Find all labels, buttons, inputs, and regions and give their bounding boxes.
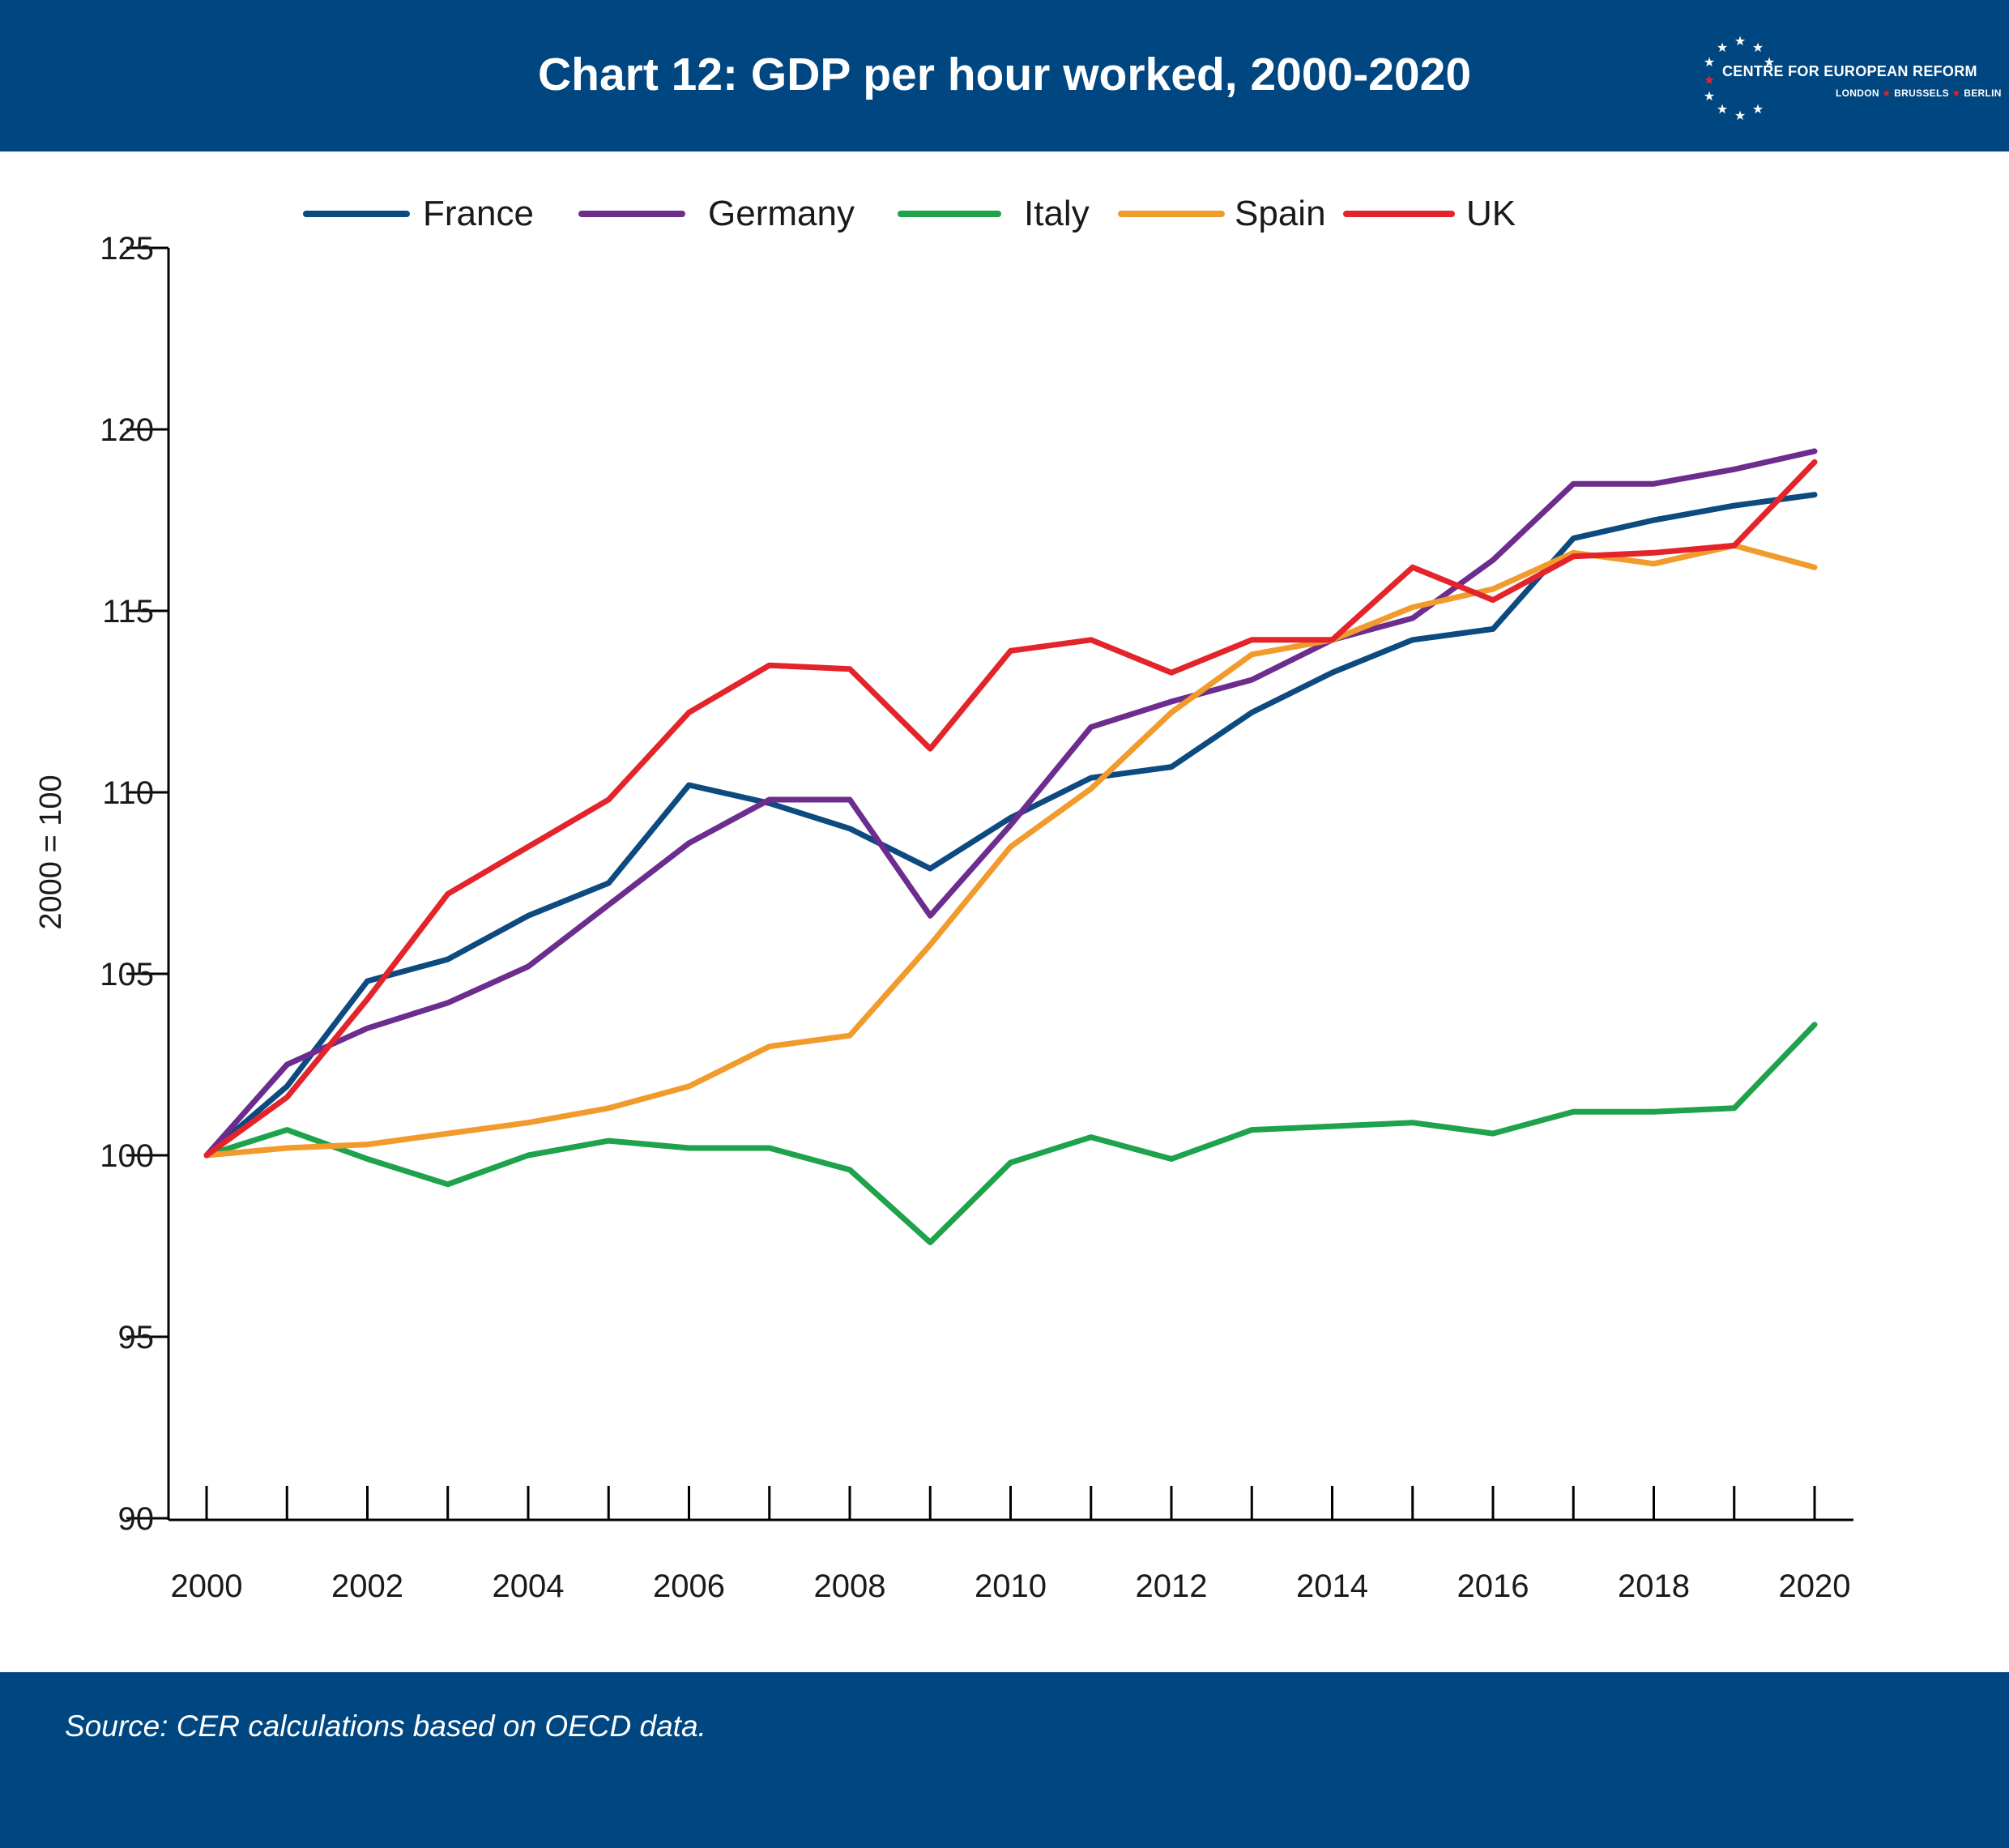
logo-city-berlin: BERLIN [1964,87,2002,99]
svg-text:★: ★ [1717,40,1728,55]
x-tick-label: 2014 [1296,1568,1368,1604]
x-tick-label: 2006 [653,1568,725,1604]
line-chart: 90 95 100 105 110 115 120 125 2000 2002 2004 2006 20… [34,194,1853,1604]
y-axis-label: 2000 = 100 [34,775,68,929]
x-tick-label: 2002 [331,1568,403,1604]
source-note: Source: CER calculations based on OECD d… [65,1709,706,1743]
svg-text:★: ★ [1704,88,1715,104]
x-tick-label: 2004 [493,1568,565,1604]
logo-cities: LONDON ★ BRUSSELS ★ BERLIN [1836,87,2002,99]
svg-text:★: ★ [1752,40,1764,55]
y-tick-label: 120 [100,412,154,448]
y-tick-label: 105 [100,957,154,992]
y-tick-label: 110 [102,775,154,811]
eu-stars-icon: ★ ★ ★ ★ ★ ★ ★ ★ ★ ★ [1704,33,1775,123]
svg-text:★: ★ [1734,33,1746,49]
svg-text:★: ★ [1704,72,1715,87]
svg-text:★: ★ [1704,54,1715,70]
x-tick-label: 2010 [975,1568,1047,1604]
series-line-spain [203,542,1818,1159]
series-line-uk [203,459,1818,1159]
x-tick-label: 2018 [1618,1568,1690,1604]
x-tick-label: 2008 [814,1568,886,1604]
y-tick-label: 125 [100,231,154,267]
chart-title: Chart 12: GDP per hour worked, 2000-2020 [537,49,1472,100]
red-star-icon: ★ [1951,87,1961,99]
footer-banner: Source: CER calculations based on OECD d… [0,1672,2009,1848]
series-line-germany [203,448,1818,1159]
series-line-italy [203,1022,1818,1245]
x-tick-label: 2000 [171,1568,243,1604]
y-tick-label: 95 [118,1320,155,1355]
legend-label-spain: Spain [1235,194,1326,233]
y-tick-label: 115 [102,594,154,630]
svg-text:★: ★ [1734,108,1746,123]
logo-city-brussels: BRUSSELS [1894,87,1949,99]
y-tick-label: 90 [118,1501,155,1537]
legend-label-france: France [423,194,534,233]
logo-city-london: LONDON [1836,87,1879,99]
svg-text:★: ★ [1752,101,1764,117]
y-tick-label: 100 [100,1138,154,1174]
red-star-icon: ★ [1882,87,1892,99]
svg-text:★: ★ [1717,101,1728,117]
x-tick-label: 2012 [1136,1568,1208,1604]
cer-logo: ★ ★ ★ ★ ★ ★ ★ ★ ★ ★ CENTRE FOR EUROPEAN … [1685,24,2002,130]
x-tick-label: 2016 [1457,1568,1529,1604]
legend-label-uk: UK [1466,194,1516,233]
logo-name: CENTRE FOR EUROPEAN REFORM [1722,63,1977,79]
svg-text:★: ★ [1764,54,1775,70]
legend-label-italy: Italy [1024,194,1090,233]
x-tick-label: 2020 [1779,1568,1851,1604]
legend-label-germany: Germany [708,194,855,233]
header-banner: Chart 12: GDP per hour worked, 2000-2020… [0,0,2009,152]
